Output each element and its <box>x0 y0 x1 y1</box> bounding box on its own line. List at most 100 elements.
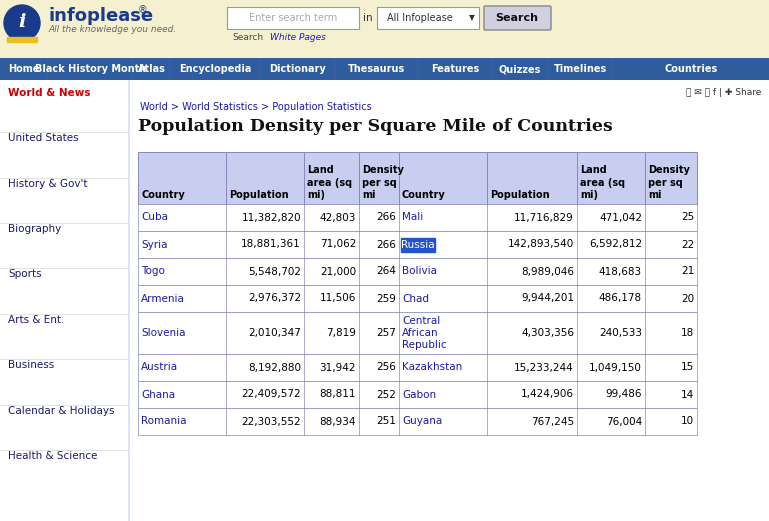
Text: 2,976,372: 2,976,372 <box>248 293 301 304</box>
Text: Search: Search <box>232 33 263 43</box>
FancyBboxPatch shape <box>138 231 697 258</box>
Text: Armenia: Armenia <box>141 293 185 304</box>
Text: Central
African
Republic: Central African Republic <box>402 316 447 351</box>
Text: 22,303,552: 22,303,552 <box>241 416 301 427</box>
Text: 15: 15 <box>681 363 694 373</box>
Text: Black History Month: Black History Month <box>35 64 146 74</box>
Text: 1,424,906: 1,424,906 <box>521 390 574 400</box>
Text: Timelines: Timelines <box>554 64 607 74</box>
Text: 11,716,829: 11,716,829 <box>514 213 574 222</box>
Text: All the knowledge you need.: All the knowledge you need. <box>48 26 176 34</box>
Text: Atlas: Atlas <box>138 64 165 74</box>
Text: in: in <box>363 13 373 23</box>
Text: World > World Statistics > Population Statistics: World > World Statistics > Population St… <box>140 102 371 112</box>
Text: 8,989,046: 8,989,046 <box>521 267 574 277</box>
FancyBboxPatch shape <box>130 80 769 521</box>
Text: 5,548,702: 5,548,702 <box>248 267 301 277</box>
Text: Health & Science: Health & Science <box>8 451 98 461</box>
Text: Thesaurus: Thesaurus <box>348 64 405 74</box>
FancyBboxPatch shape <box>138 204 697 231</box>
FancyBboxPatch shape <box>138 354 697 381</box>
Circle shape <box>4 5 40 41</box>
Text: United States: United States <box>8 133 78 143</box>
Text: Calendar & Holidays: Calendar & Holidays <box>8 405 115 416</box>
FancyBboxPatch shape <box>133 58 170 80</box>
Text: Country: Country <box>141 190 185 200</box>
Text: 42,803: 42,803 <box>320 213 356 222</box>
FancyBboxPatch shape <box>335 58 418 80</box>
Text: i: i <box>18 13 25 31</box>
Text: Guyana: Guyana <box>402 416 442 427</box>
Text: Countries: Countries <box>664 64 717 74</box>
Text: Land
area (sq
mi): Land area (sq mi) <box>580 165 625 200</box>
Text: Austria: Austria <box>141 363 178 373</box>
FancyBboxPatch shape <box>492 58 548 80</box>
Text: History & Gov't: History & Gov't <box>8 179 88 189</box>
Text: 9,944,201: 9,944,201 <box>521 293 574 304</box>
Text: Togo: Togo <box>141 267 165 277</box>
FancyBboxPatch shape <box>138 285 697 312</box>
Text: 471,042: 471,042 <box>599 213 642 222</box>
Text: 240,533: 240,533 <box>599 328 642 338</box>
Text: Sports: Sports <box>8 269 42 279</box>
FancyBboxPatch shape <box>138 312 697 354</box>
Text: 266: 266 <box>376 240 396 250</box>
FancyBboxPatch shape <box>138 258 697 285</box>
Text: Search: Search <box>495 13 538 23</box>
Text: Home: Home <box>8 64 40 74</box>
Text: Density
per sq
mi: Density per sq mi <box>648 165 690 200</box>
FancyBboxPatch shape <box>7 37 37 42</box>
Text: Density
per sq
mi: Density per sq mi <box>362 165 404 200</box>
Text: Arts & Ent.: Arts & Ent. <box>8 315 65 325</box>
FancyBboxPatch shape <box>484 6 551 30</box>
Text: Land
area (sq
mi): Land area (sq mi) <box>307 165 352 200</box>
Text: 88,934: 88,934 <box>319 416 356 427</box>
Text: 99,486: 99,486 <box>605 390 642 400</box>
FancyBboxPatch shape <box>548 58 612 80</box>
Text: 11,382,820: 11,382,820 <box>241 213 301 222</box>
Text: Bolivia: Bolivia <box>402 267 437 277</box>
Text: Population: Population <box>490 190 550 200</box>
Text: All Infoplease: All Infoplease <box>387 13 453 23</box>
Text: World & News: World & News <box>8 88 91 98</box>
Text: Features: Features <box>431 64 479 74</box>
FancyBboxPatch shape <box>138 152 697 204</box>
Text: 4,303,356: 4,303,356 <box>521 328 574 338</box>
FancyBboxPatch shape <box>612 58 769 80</box>
Text: infoplease: infoplease <box>48 7 153 25</box>
Text: 21,000: 21,000 <box>320 267 356 277</box>
FancyBboxPatch shape <box>138 408 697 435</box>
Text: 21: 21 <box>681 267 694 277</box>
FancyBboxPatch shape <box>0 80 130 521</box>
Text: 10: 10 <box>681 416 694 427</box>
Text: 11,506: 11,506 <box>320 293 356 304</box>
Text: Country: Country <box>402 190 446 200</box>
Text: Population: Population <box>229 190 288 200</box>
Text: 22,409,572: 22,409,572 <box>241 390 301 400</box>
Text: Cuba: Cuba <box>141 213 168 222</box>
Text: 7,819: 7,819 <box>326 328 356 338</box>
Text: Encyclopedia: Encyclopedia <box>179 64 251 74</box>
Text: 20: 20 <box>681 293 694 304</box>
FancyBboxPatch shape <box>377 7 479 29</box>
FancyBboxPatch shape <box>401 238 435 252</box>
Text: 251: 251 <box>376 416 396 427</box>
FancyBboxPatch shape <box>0 58 48 80</box>
Text: 88,811: 88,811 <box>319 390 356 400</box>
Text: Quizzes: Quizzes <box>499 64 541 74</box>
FancyBboxPatch shape <box>418 58 492 80</box>
FancyBboxPatch shape <box>0 0 769 58</box>
Text: 18: 18 <box>681 328 694 338</box>
Text: Biography: Biography <box>8 224 62 234</box>
FancyBboxPatch shape <box>48 58 133 80</box>
Text: 15,233,244: 15,233,244 <box>514 363 574 373</box>
Text: 257: 257 <box>376 328 396 338</box>
Text: 71,062: 71,062 <box>320 240 356 250</box>
Text: 22: 22 <box>681 240 694 250</box>
Text: 486,178: 486,178 <box>599 293 642 304</box>
Text: Ghana: Ghana <box>141 390 175 400</box>
FancyBboxPatch shape <box>260 58 335 80</box>
Text: 31,942: 31,942 <box>319 363 356 373</box>
Text: 266: 266 <box>376 213 396 222</box>
Text: Population Density per Square Mile of Countries: Population Density per Square Mile of Co… <box>138 118 613 135</box>
